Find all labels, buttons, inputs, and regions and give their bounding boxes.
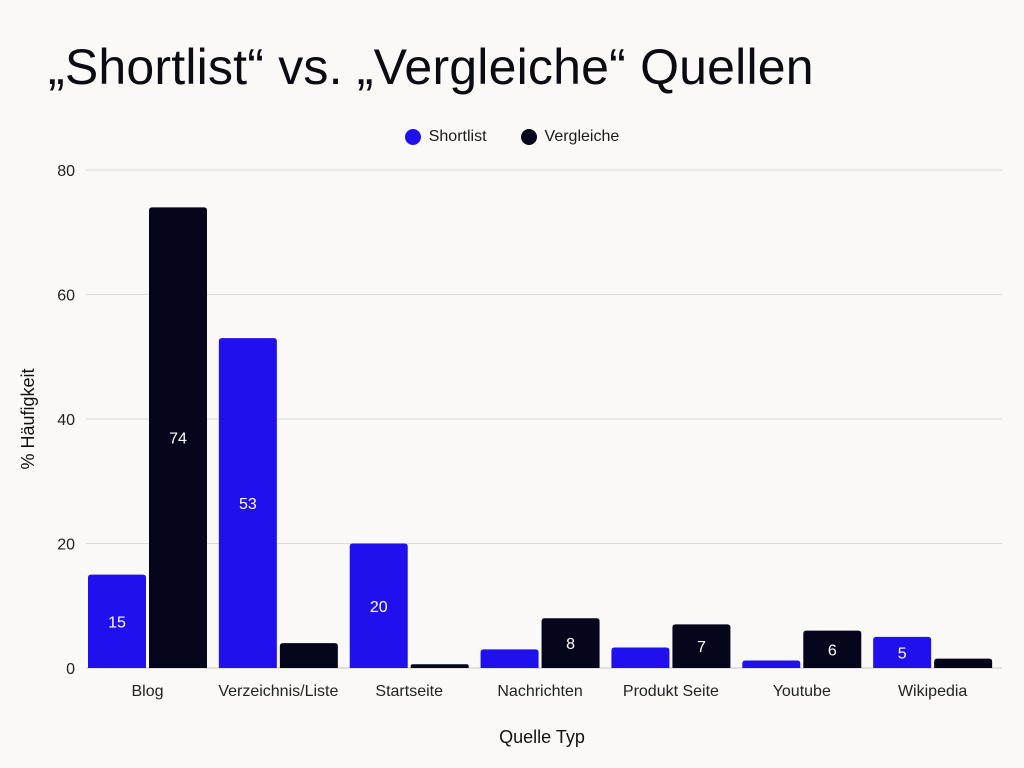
bar-vergleiche-wikipedia[interactable] [934,658,993,668]
bar-shortlist-verzeichnis-liste[interactable] [218,338,277,668]
legend-swatch-shortlist [404,129,421,145]
data-label: 6 [828,642,837,659]
data-label: 53 [239,496,257,513]
data-label: 15 [108,614,126,631]
x-tick-label: Produkt Seite [623,683,719,700]
bar-shortlist-blog[interactable] [88,574,146,668]
legend-label-shortlist: Shortlist [428,128,487,145]
bar-vergleiche-blog[interactable] [149,207,207,668]
x-tick-label: Startseite [375,683,443,700]
y-tick-label: 20 [57,537,75,554]
bar-shortlist-startseite[interactable] [349,543,408,669]
legend-item-vergleiche[interactable]: Vergleiche [520,128,620,146]
x-tick-label: Nachrichten [497,683,582,700]
bar-vergleiche-nachrichten[interactable] [541,618,600,668]
data-label: 5 [898,645,907,662]
bar-shortlist-nachrichten[interactable] [480,649,539,668]
bar-vergleiche-youtube[interactable] [803,630,862,668]
y-tick-label: 60 [57,288,75,305]
y-tick-label: 80 [57,163,75,180]
y-axis-title: % Häufigkeit [18,368,38,469]
bar-vergleiche-produkt-seite[interactable] [672,624,731,668]
data-label: 74 [169,431,187,448]
bar-vergleiche-startseite[interactable] [410,664,469,668]
bar-shortlist-wikipedia[interactable] [873,636,932,668]
bars: 15 74 53 20 8 7 6 5 [88,207,993,669]
x-tick-labels: Blog Verzeichnis/Liste Startseite Nachricht… [131,683,967,700]
x-tick-label: Wikipedia [898,683,967,700]
legend-item-shortlist[interactable]: Shortlist [404,128,487,146]
bar-vergleiche-verzeichnis-liste[interactable] [279,643,338,668]
legend-label-vergleiche: Vergleiche [544,128,620,145]
y-tick-labels: 0 20 40 60 80 [57,163,75,678]
x-tick-label: Blog [131,683,163,700]
chart-title: „Shortlist“ vs. „Vergleiche“ Quellen [48,39,814,95]
legend: Shortlist Vergleiche [0,128,1024,146]
y-tick-label: 0 [66,661,75,678]
x-tick-label: Verzeichnis/Liste [218,683,338,700]
data-label: 7 [697,639,706,656]
x-tick-label: Youtube [773,683,831,700]
bar-shortlist-produkt-seite[interactable] [611,647,670,668]
data-label: 8 [566,636,575,653]
y-tick-label: 40 [57,412,75,429]
x-axis-title: Quelle Typ [499,727,585,747]
legend-swatch-vergleiche [520,129,537,145]
data-label: 20 [370,599,388,616]
bar-shortlist-youtube[interactable] [742,660,801,668]
